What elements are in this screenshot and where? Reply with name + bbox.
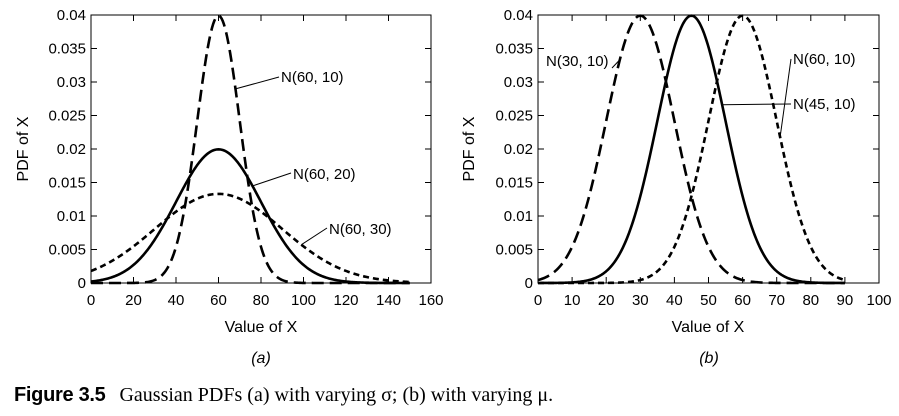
x-tick-label: 70 bbox=[768, 292, 785, 309]
x-tick-label: 90 bbox=[837, 292, 854, 309]
series-line-n-45-10 bbox=[538, 14, 845, 285]
y-tick-label: 0.005 bbox=[495, 242, 533, 259]
x-tick-label: 60 bbox=[734, 292, 751, 309]
x-tick-label: 60 bbox=[210, 292, 227, 309]
y-tick-label: 0.015 bbox=[48, 175, 86, 192]
series-group-b bbox=[537, 14, 846, 285]
y-tick-label: 0.03 bbox=[504, 74, 533, 91]
x-tick-label: 160 bbox=[418, 292, 443, 309]
annotations-a: N(60, 10) N(60, 20) N(60, 30) bbox=[235, 69, 392, 246]
x-tick-label: 120 bbox=[333, 292, 358, 309]
plot-frame-a bbox=[90, 14, 432, 284]
y-tick-label: 0.01 bbox=[57, 208, 86, 225]
y-tick-label: 0.035 bbox=[48, 41, 86, 58]
x-axis-label-a: Value of X bbox=[225, 319, 298, 336]
x-tick-label: 50 bbox=[700, 292, 717, 309]
y-tick-label: 0.015 bbox=[495, 175, 533, 192]
panel-label-a: (a) bbox=[251, 350, 271, 367]
annotation-leader-line bbox=[611, 59, 621, 69]
chart-panel-b: 0 10 20 30 40 50 60 70 80 90 100 0 0.005 0.01 0.015 0.0… bbox=[461, 7, 892, 367]
annotation-leader-line bbox=[722, 103, 792, 106]
y-tick-label: 0.03 bbox=[57, 74, 86, 91]
x-tick-label: 40 bbox=[168, 292, 185, 309]
y-axis-label-b: PDF of X bbox=[461, 116, 478, 181]
series-line-n-60-10 bbox=[538, 14, 846, 285]
y-tick-label: 0.005 bbox=[48, 242, 86, 259]
x-tick-label: 80 bbox=[253, 292, 270, 309]
series-annotation-label: N(60, 10) bbox=[793, 51, 856, 68]
x-tick-label: 80 bbox=[802, 292, 819, 309]
series-annotation-label: N(60, 30) bbox=[329, 221, 392, 238]
annotation-leader-line bbox=[779, 58, 792, 138]
series-annotation-label: N(45, 10) bbox=[793, 96, 856, 113]
series-line-n-60-30 bbox=[90, 192, 410, 284]
y-axis-label-a: PDF of X bbox=[15, 116, 32, 181]
y-tick-label: 0.02 bbox=[57, 141, 86, 158]
series-line-n-60-20 bbox=[90, 148, 410, 285]
y-tick-label: 0.035 bbox=[495, 41, 533, 58]
x-tick-label: 140 bbox=[376, 292, 401, 309]
y-tick-label: 0.025 bbox=[48, 108, 86, 125]
chart-panel-a: 0 20 40 60 80 100 120 140 160 0 0.005 0.01 0.015 0.02… bbox=[15, 7, 444, 367]
annotation-leader-line bbox=[301, 227, 328, 246]
x-tick-label: 20 bbox=[598, 292, 615, 309]
y-tick-label: 0.04 bbox=[504, 7, 533, 24]
figure-number: Figure 3.5 bbox=[14, 384, 106, 406]
figure-caption: Figure 3.5 Gaussian PDFs (a) with varying… bbox=[14, 384, 553, 407]
x-tick-label: 0 bbox=[534, 292, 542, 309]
annotation-leader-line bbox=[235, 76, 280, 90]
panel-label-b: (b) bbox=[699, 350, 719, 367]
annotation-leader-line bbox=[252, 172, 292, 187]
axis-ticks-b: 0 10 20 30 40 50 60 70 80 90 100 0 0.005 0.01 0.015 0.0… bbox=[495, 7, 891, 309]
y-tick-label: 0 bbox=[525, 275, 533, 292]
y-tick-label: 0.04 bbox=[57, 7, 86, 24]
y-tick-label: 0.01 bbox=[504, 208, 533, 225]
caption-text: Gaussian PDFs (a) with varying σ; (b) wi… bbox=[119, 384, 554, 406]
series-line-n-30-10 bbox=[537, 14, 845, 285]
series-group-a bbox=[90, 14, 410, 285]
x-tick-label: 100 bbox=[291, 292, 316, 309]
x-tick-label: 0 bbox=[87, 292, 95, 309]
series-annotation-label: N(30, 10) bbox=[546, 53, 609, 70]
y-tick-label: 0.025 bbox=[495, 108, 533, 125]
y-tick-label: 0.02 bbox=[504, 141, 533, 158]
series-annotation-label: N(60, 10) bbox=[281, 69, 344, 86]
annotations-b: N(30, 10) N(45, 10) N(60, 10) bbox=[546, 51, 856, 138]
x-tick-label: 10 bbox=[564, 292, 581, 309]
x-tick-label: 40 bbox=[666, 292, 683, 309]
axis-ticks-a: 0 20 40 60 80 100 120 140 160 0 0.005 0.01 0.015 0.02… bbox=[48, 7, 443, 309]
x-axis-label-b: Value of X bbox=[672, 319, 745, 336]
series-annotation-label: N(60, 20) bbox=[293, 166, 356, 183]
x-tick-label: 100 bbox=[866, 292, 891, 309]
x-tick-label: 30 bbox=[632, 292, 649, 309]
x-tick-label: 20 bbox=[125, 292, 142, 309]
y-tick-label: 0 bbox=[78, 275, 86, 292]
